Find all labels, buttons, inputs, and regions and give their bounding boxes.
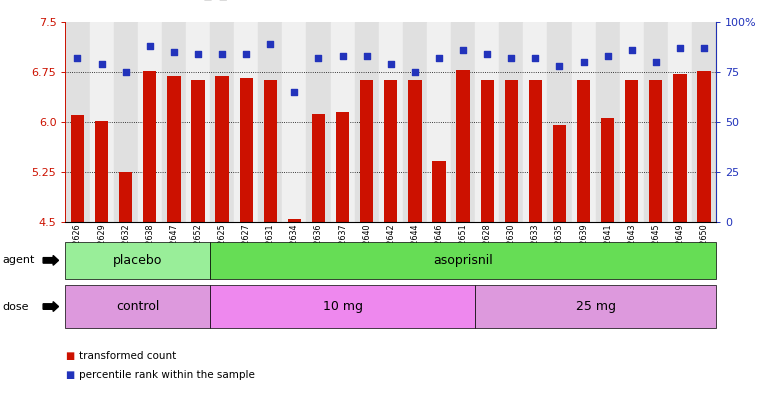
Point [457,46,469,53]
Bar [95,121,109,222]
Bar [644,22,668,222]
Bar [210,22,234,222]
Bar [379,22,403,222]
Point [674,44,686,51]
Bar [119,172,132,222]
Point [384,61,397,67]
Point [554,62,566,69]
Bar [475,22,499,222]
Bar [625,81,638,222]
Bar [258,22,283,222]
Bar [668,22,692,222]
Text: placebo: placebo [113,254,162,267]
Bar [162,22,186,222]
Text: transformed count: transformed count [79,351,176,361]
Bar [403,22,427,222]
Point [288,88,300,95]
Bar [288,219,301,222]
Bar [547,22,571,222]
Point [240,51,253,57]
Bar [330,22,355,222]
Bar [408,81,421,222]
Bar [306,22,330,222]
Point [72,55,84,61]
Bar [263,81,277,222]
Text: dose: dose [2,301,28,312]
Text: 10 mg: 10 mg [323,300,363,313]
Text: percentile rank within the sample: percentile rank within the sample [79,370,255,380]
Bar [692,22,716,222]
Bar [451,22,475,222]
Bar [360,81,373,222]
Bar [336,112,350,222]
Bar [649,81,662,222]
Bar [143,71,156,222]
Point [313,55,325,61]
Bar [89,22,114,222]
Text: ■: ■ [65,351,75,361]
Bar [192,80,205,222]
Point [264,40,276,47]
Point [216,51,228,57]
Text: asoprisnil: asoprisnil [434,254,493,267]
Point [433,55,445,61]
Bar [65,22,89,222]
Point [529,55,541,61]
Point [578,59,590,65]
Point [144,42,156,49]
Point [698,44,710,51]
Point [505,55,517,61]
Bar [529,81,542,222]
Bar [71,115,84,222]
Point [625,46,638,53]
Bar [480,80,494,222]
Bar [524,22,547,222]
Point [409,68,421,75]
Point [192,51,204,57]
Bar [355,22,379,222]
Point [168,48,180,55]
Bar [457,70,470,222]
Bar [114,22,138,222]
Point [601,53,614,59]
Bar [601,119,614,222]
Point [650,59,662,65]
Bar [553,125,566,222]
Text: 25 mg: 25 mg [576,300,615,313]
Bar [234,22,258,222]
Text: control: control [116,300,159,313]
Bar [432,161,446,222]
Point [336,53,349,59]
Bar [239,79,253,222]
Bar [216,76,229,222]
Point [481,51,494,57]
Point [95,61,108,67]
Bar [312,114,325,222]
Bar [504,81,518,222]
Bar [167,76,180,222]
Bar [384,81,397,222]
Bar [138,22,162,222]
Text: agent: agent [2,255,35,265]
Point [360,53,373,59]
Bar [571,22,596,222]
Bar [283,22,306,222]
Bar [620,22,644,222]
Bar [427,22,451,222]
Point [119,68,132,75]
Bar [577,81,590,222]
Bar [596,22,620,222]
Text: ■: ■ [65,370,75,380]
Bar [499,22,524,222]
Bar [673,74,687,222]
Bar [186,22,210,222]
Bar [698,71,711,222]
